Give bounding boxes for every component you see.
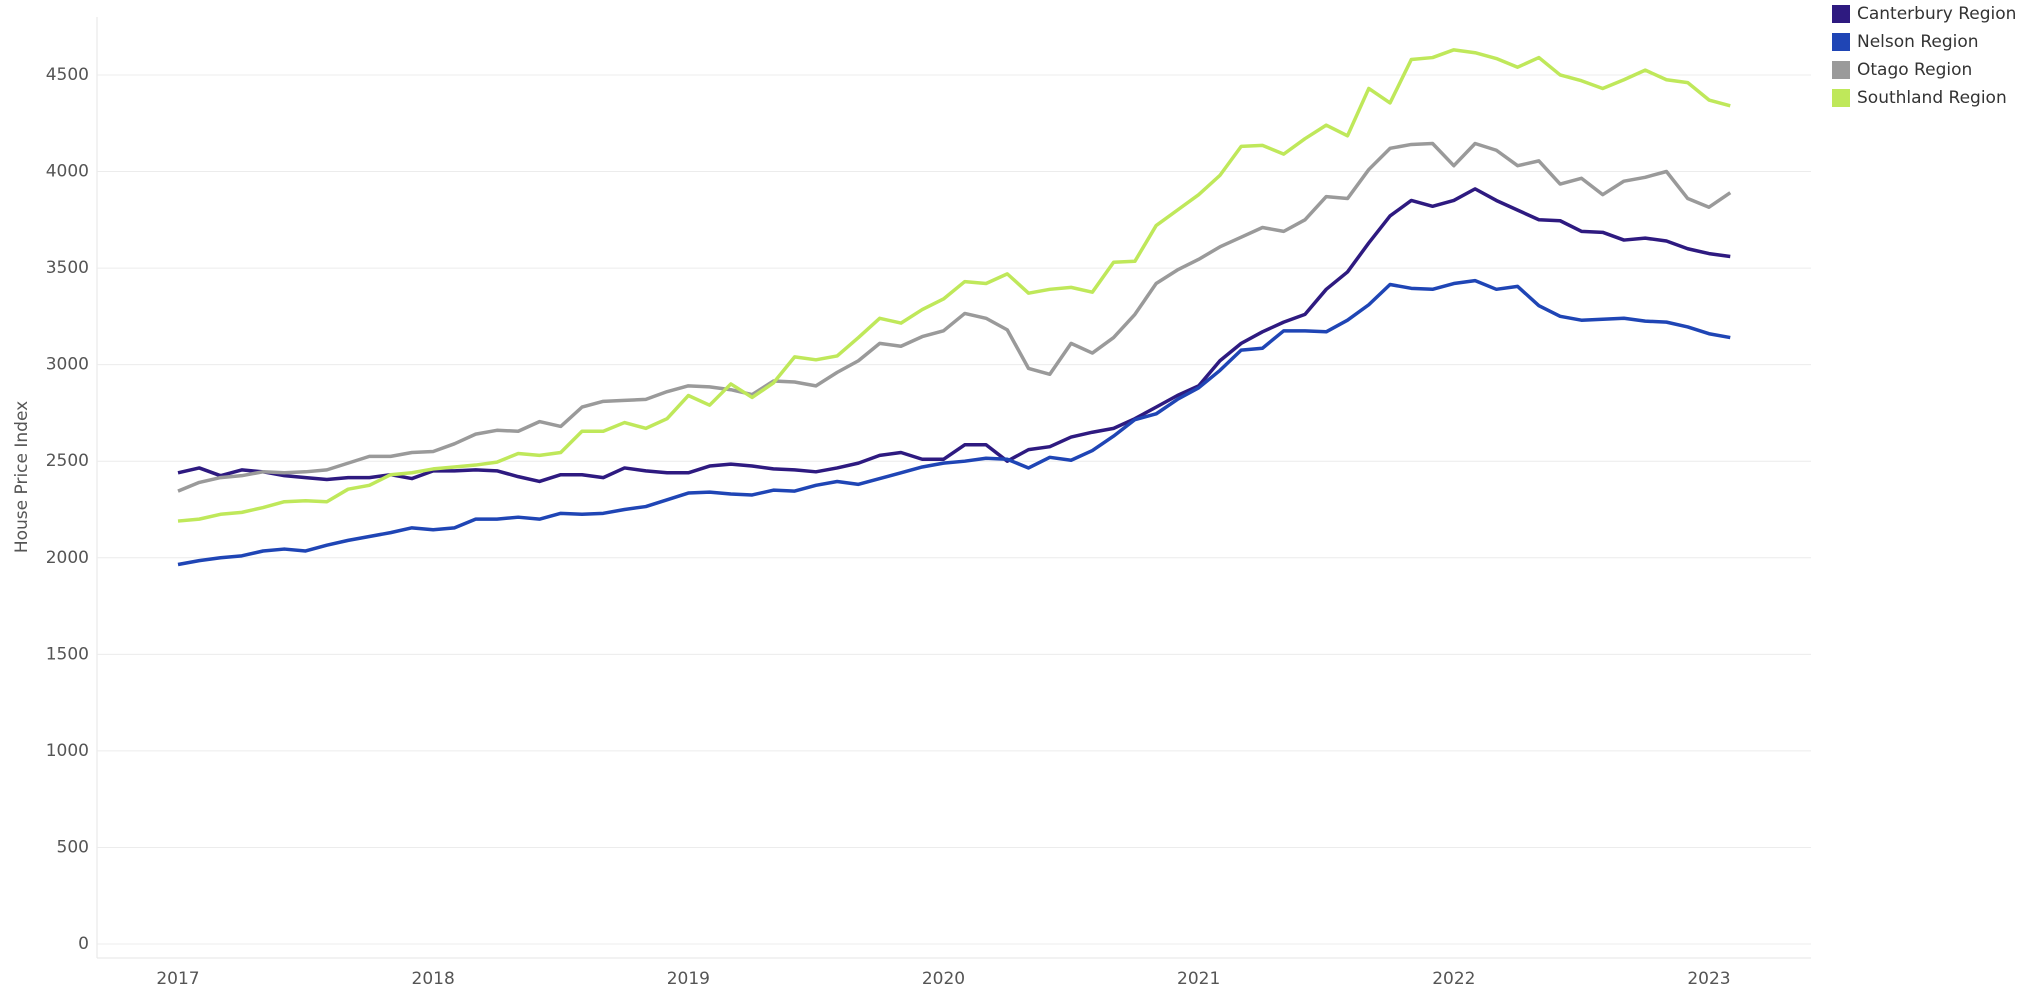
legend-swatch [1832, 61, 1850, 79]
x-tick-label: 2023 [1687, 969, 1730, 989]
series-line [177, 187, 1731, 484]
y-tick-label: 0 [78, 934, 89, 954]
x-tick-label: 2017 [156, 969, 199, 989]
legend-swatch [1832, 5, 1850, 23]
legend-label: Otago Region [1857, 60, 1972, 80]
legend-label: Southland Region [1857, 88, 2007, 108]
legend-swatch [1832, 33, 1850, 51]
y-tick-label: 4000 [46, 162, 89, 182]
series-line [177, 278, 1731, 567]
series-line [177, 48, 1731, 523]
y-tick-label: 2500 [46, 451, 89, 471]
y-tick-label: 3000 [46, 355, 89, 375]
y-tick-label: 1000 [46, 741, 89, 761]
x-tick-label: 2021 [1177, 969, 1220, 989]
y-axis-title: House Price Index [12, 401, 32, 553]
y-tick-label: 2000 [46, 548, 89, 568]
x-tick-label: 2022 [1432, 969, 1475, 989]
y-tick-label: 1500 [46, 644, 89, 664]
x-tick-label: 2018 [412, 969, 455, 989]
legend-label: Canterbury Region [1857, 4, 2016, 24]
legend-label: Nelson Region [1857, 32, 1979, 52]
y-tick-label: 4500 [46, 65, 89, 85]
y-tick-label: 500 [57, 837, 89, 857]
y-tick-label: 3500 [46, 258, 89, 278]
x-tick-label: 2019 [667, 969, 710, 989]
series-line [177, 141, 1732, 493]
x-tick-label: 2020 [922, 969, 965, 989]
legend-swatch [1832, 89, 1850, 107]
